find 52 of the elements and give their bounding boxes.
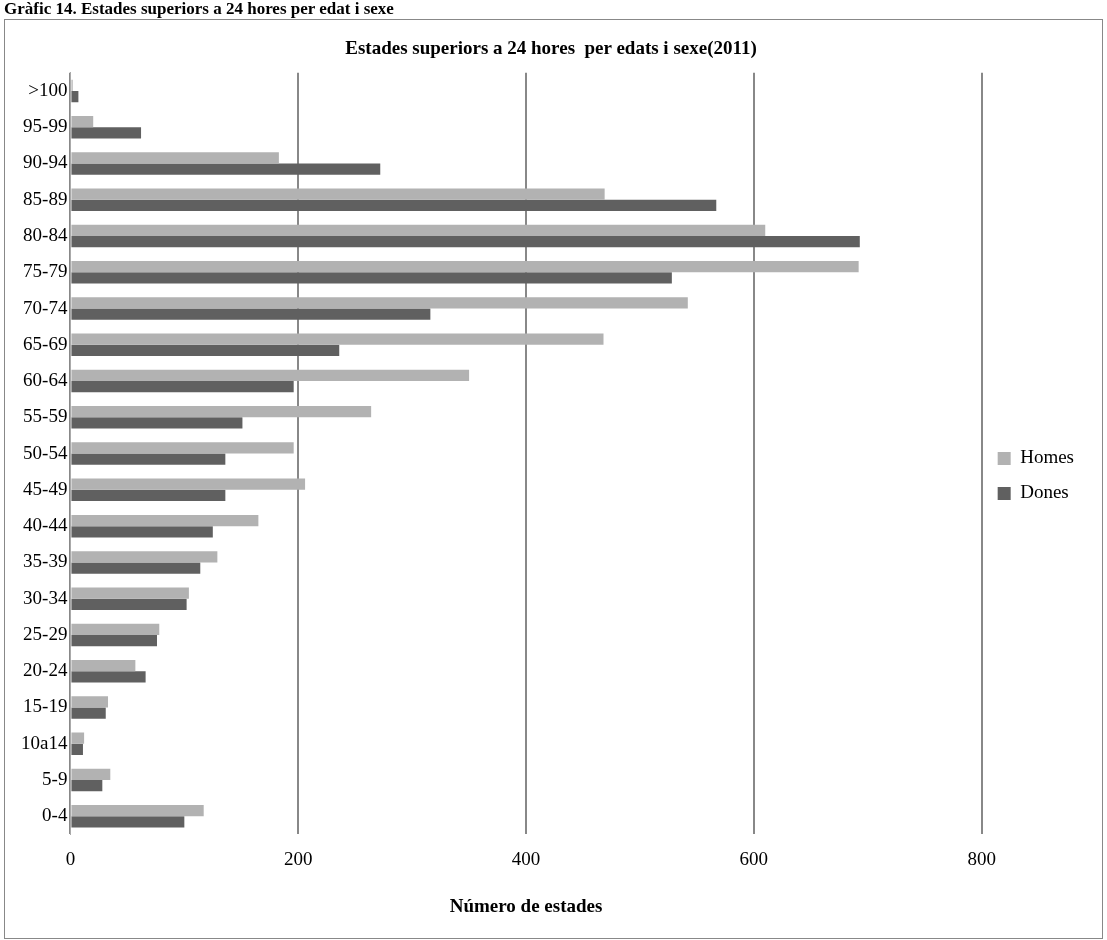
bar bbox=[71, 453, 226, 465]
y-tick-label: 60-64 bbox=[23, 369, 68, 391]
bar bbox=[71, 127, 142, 139]
x-tick-label: 0 bbox=[65, 847, 76, 869]
y-tick-label: 50-54 bbox=[23, 441, 68, 463]
bar bbox=[71, 816, 185, 828]
y-tick-label: 25-29 bbox=[23, 622, 68, 644]
bar bbox=[71, 90, 79, 103]
y-tick-label: >100 bbox=[28, 78, 68, 100]
bar bbox=[71, 562, 201, 574]
bar bbox=[71, 163, 381, 175]
y-tick-label: 85-89 bbox=[23, 187, 68, 209]
bar bbox=[71, 743, 83, 755]
bar bbox=[71, 489, 226, 502]
y-tick-label: 90-94 bbox=[23, 151, 68, 173]
x-tick-label: 600 bbox=[739, 847, 769, 869]
y-tick-label: 30-34 bbox=[23, 586, 68, 608]
y-tick-label: 45-49 bbox=[23, 477, 68, 499]
x-tick-label: 400 bbox=[511, 847, 541, 869]
text: Gràfic 14. Estades superiors a 24 hores per edat i sexe bbox=[4, 0, 394, 18]
bar bbox=[71, 780, 103, 792]
y-tick-label: 15-19 bbox=[23, 695, 68, 717]
chart-title: Estades superiors a 24 hores per edats i sexe(2011) bbox=[345, 37, 757, 60]
bar bbox=[71, 598, 187, 610]
y-tick-label: 20-24 bbox=[23, 659, 68, 681]
y-tick-label: 75-79 bbox=[23, 260, 68, 282]
legend-label: Homes bbox=[1020, 446, 1074, 468]
y-tick-label: 5-9 bbox=[42, 767, 68, 789]
bar bbox=[71, 671, 146, 683]
x-tick-label: 800 bbox=[967, 847, 996, 869]
bar bbox=[71, 634, 157, 647]
bar bbox=[71, 344, 340, 357]
bar bbox=[71, 381, 294, 393]
bar bbox=[71, 236, 860, 248]
x-tick-label: 200 bbox=[283, 847, 313, 869]
y-tick-label: 70-74 bbox=[23, 296, 68, 318]
bar bbox=[71, 707, 106, 719]
y-tick-label: 65-69 bbox=[23, 332, 68, 354]
bar bbox=[71, 199, 717, 211]
y-tick-label: 35-39 bbox=[23, 550, 68, 572]
bar bbox=[71, 417, 243, 429]
y-tick-label: 80-84 bbox=[23, 223, 68, 245]
bar bbox=[71, 526, 213, 538]
bar bbox=[71, 272, 672, 284]
legend-label: Dones bbox=[1020, 481, 1069, 503]
x-axis-title: Número de estades bbox=[449, 894, 603, 916]
y-tick-label: 95-99 bbox=[23, 115, 68, 137]
bar bbox=[71, 308, 431, 320]
y-tick-label: 10a14 bbox=[21, 731, 68, 753]
y-tick-label: 0-4 bbox=[42, 804, 68, 826]
y-tick-label: 55-59 bbox=[23, 405, 68, 427]
y-tick-label: 40-44 bbox=[23, 514, 68, 536]
